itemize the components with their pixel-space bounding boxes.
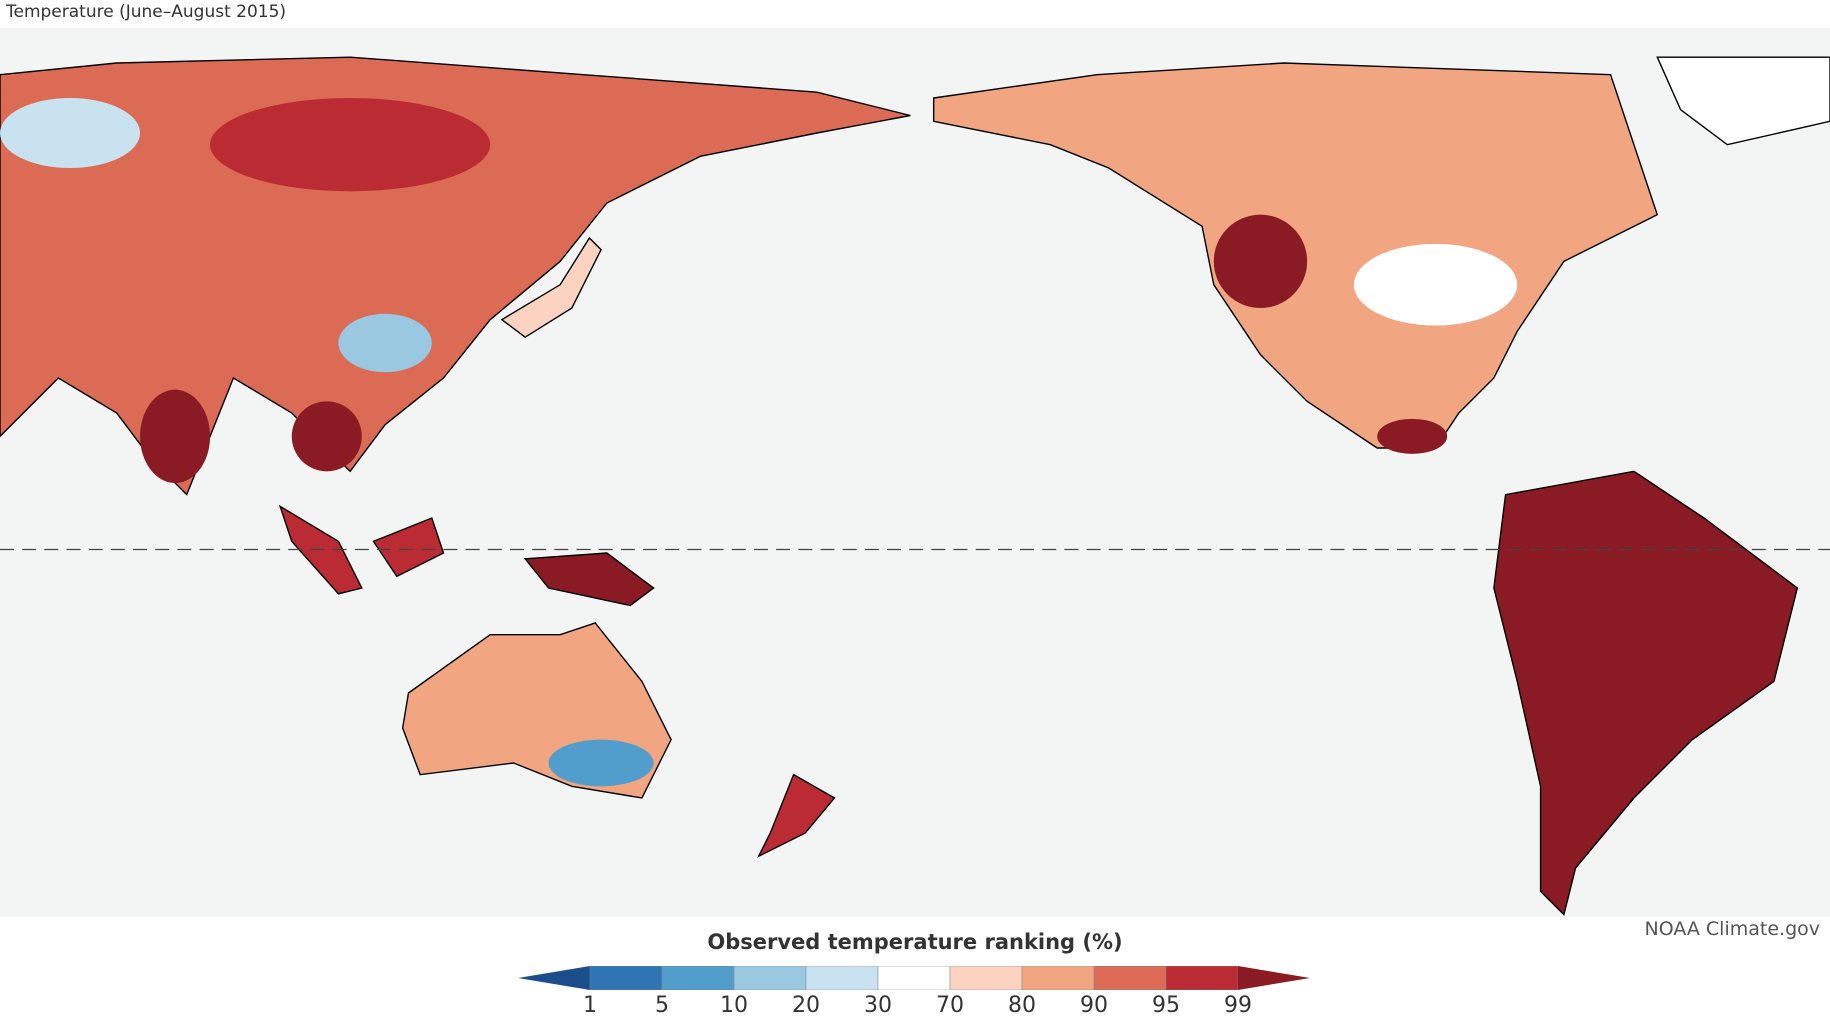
hot-anomaly-indochina <box>291 401 362 472</box>
colorbar-tick-label: 30 <box>864 993 892 1018</box>
colorbar-tick-label: 70 <box>936 993 964 1018</box>
cool-anomaly-europe <box>0 98 141 168</box>
hot-anomaly-central-america <box>1377 418 1448 454</box>
hot-anomaly-siberia <box>210 98 491 192</box>
colorbar <box>518 966 1310 990</box>
legend-title: Observed temperature ranking (%) <box>707 930 1123 954</box>
colorbar-tick-label: 95 <box>1152 993 1180 1018</box>
colorbar-segment <box>949 966 1023 990</box>
colorbar-tick-label: 99 <box>1224 993 1252 1018</box>
borneo-landmass <box>372 517 445 578</box>
colorbar-segment <box>1165 966 1239 990</box>
south-america-landmass <box>1493 470 1799 917</box>
map-title: Temperature (June–August 2015) <box>6 2 287 22</box>
cool-anomaly-china <box>338 313 432 373</box>
neutral-us-east <box>1353 243 1518 326</box>
hot-anomaly-us-west <box>1213 214 1308 308</box>
colorbar-segment <box>661 966 735 990</box>
colorbar-segment <box>1093 966 1167 990</box>
colorbar-segment <box>877 966 951 990</box>
greenland-landmass <box>1656 56 1830 146</box>
japan-landmass <box>500 236 602 339</box>
colorbar-tick-label: 90 <box>1080 993 1108 1018</box>
cool-anomaly-australia <box>548 739 654 787</box>
colorbar-segment <box>805 966 879 990</box>
colorbar-segment <box>733 966 807 990</box>
hot-anomaly-india <box>140 389 211 483</box>
colorbar-tick-label: 5 <box>655 993 669 1018</box>
colorbar-tick-label: 1 <box>583 993 597 1018</box>
colorbar-arrow-high <box>1238 966 1310 990</box>
colorbar-tick-label: 10 <box>720 993 748 1018</box>
colorbar-arrow-low <box>518 966 590 990</box>
colorbar-tick-label: 80 <box>1008 993 1036 1018</box>
credit-text: NOAA Climate.gov <box>1644 918 1820 940</box>
world-map <box>0 28 1830 917</box>
colorbar-segment <box>589 966 663 990</box>
new-zealand-landmass <box>757 773 836 858</box>
colorbar-segment <box>1021 966 1095 990</box>
colorbar-tick-label: 20 <box>792 993 820 1018</box>
new-guinea-landmass <box>523 552 655 607</box>
